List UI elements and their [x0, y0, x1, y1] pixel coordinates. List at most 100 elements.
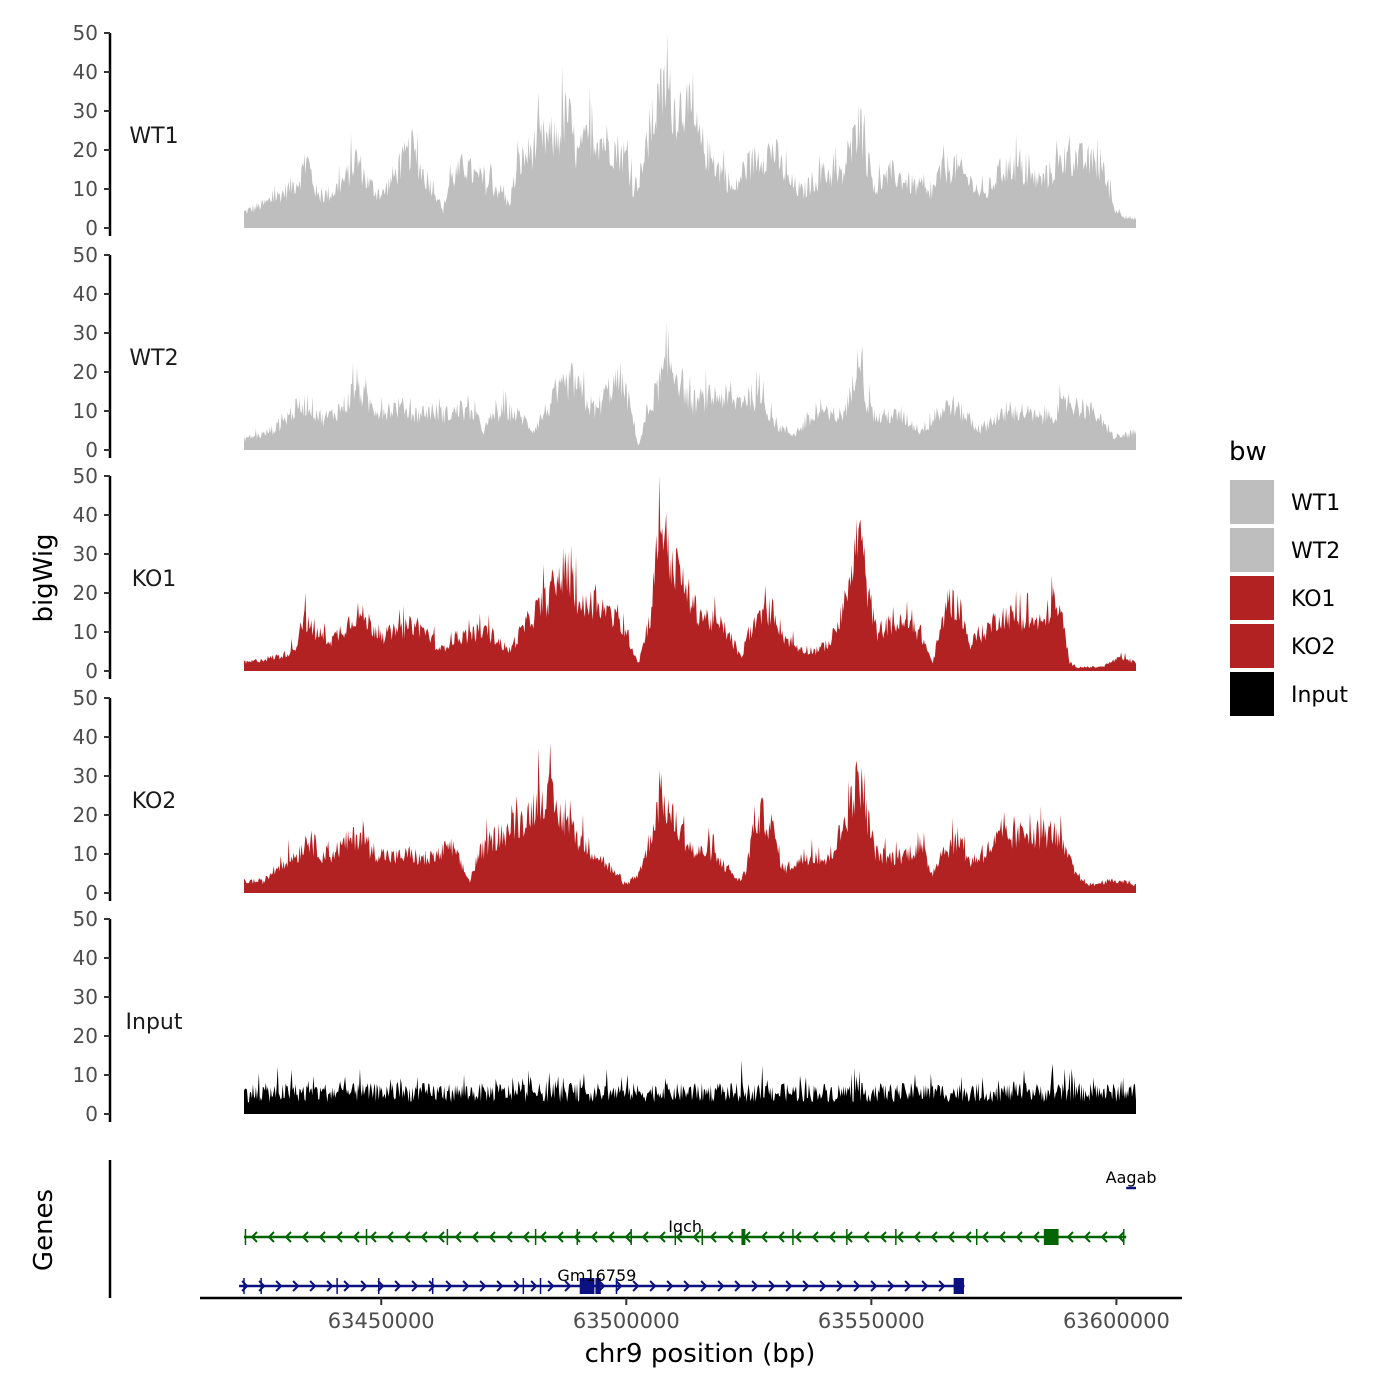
- legend-swatch: [1230, 672, 1274, 716]
- strand-arrow: [828, 1231, 836, 1243]
- y-tick-label: 30: [73, 321, 98, 345]
- legend-label: KO2: [1291, 635, 1336, 660]
- strand-arrow: [547, 1280, 555, 1292]
- strand-arrow: [590, 1231, 598, 1243]
- area-wt2: [244, 321, 1136, 450]
- strand-arrow: [734, 1280, 742, 1292]
- legend-title: bw: [1229, 437, 1267, 467]
- y-tick-label: 30: [73, 542, 98, 566]
- y-tick-label: 10: [73, 177, 98, 201]
- strand-arrow: [530, 1280, 538, 1292]
- y-tick-label: 30: [73, 764, 98, 788]
- strand-arrow: [462, 1280, 470, 1292]
- strand-arrow: [964, 1231, 972, 1243]
- track-label: WT1: [129, 124, 178, 149]
- x-tick-label: 63550000: [818, 1309, 925, 1333]
- strand-arrow: [386, 1231, 394, 1243]
- y-tick-label: 0: [85, 659, 98, 683]
- strand-arrow: [887, 1280, 895, 1292]
- track-label: Input: [126, 1010, 183, 1035]
- strand-arrow: [1083, 1231, 1091, 1243]
- y-tick-label: 10: [73, 620, 98, 644]
- x-axis: 63450000 63500000 63550000 63600000: [200, 1296, 1182, 1333]
- y-tick-label: 40: [73, 282, 98, 306]
- strand-arrow: [819, 1280, 827, 1292]
- strand-arrow: [683, 1280, 691, 1292]
- strand-arrow: [369, 1231, 377, 1243]
- legend-swatch: [1230, 576, 1274, 620]
- y-tick-label: 10: [73, 399, 98, 423]
- strand-arrow: [726, 1231, 734, 1243]
- y-tick-label: 10: [73, 1063, 98, 1087]
- strand-arrow: [420, 1231, 428, 1243]
- gene-gm16759: Gm16759: [239, 1266, 965, 1294]
- strand-arrow: [811, 1231, 819, 1243]
- strand-arrow: [318, 1231, 326, 1243]
- strand-arrow: [879, 1231, 887, 1243]
- signal-tracks: 0 10 20 30 40 50 WT1 0 10 20 30 40 50 WT2 0 10 20 30 40 50 K…: [73, 21, 1136, 1126]
- track-input: 0 10 20 30 40 50 Input: [73, 907, 1136, 1126]
- strand-arrow: [853, 1280, 861, 1292]
- x-tick-label: 63600000: [1063, 1309, 1170, 1333]
- track-ko2: 0 10 20 30 40 50 KO2: [73, 686, 1136, 905]
- y-tick-label: 20: [73, 581, 98, 605]
- strand-arrow: [836, 1280, 844, 1292]
- strand-arrow: [870, 1280, 878, 1292]
- cds-block: [595, 1278, 601, 1294]
- cds-block: [1043, 1229, 1059, 1245]
- y-tick-label: 30: [73, 99, 98, 123]
- y-tick-label: 40: [73, 503, 98, 527]
- strand-arrow: [513, 1280, 521, 1292]
- strand-arrow: [437, 1231, 445, 1243]
- strand-arrow: [751, 1280, 759, 1292]
- gene-iqch: Iqch: [244, 1217, 1127, 1245]
- y-tick-label: 40: [73, 725, 98, 749]
- strand-arrow: [998, 1231, 1006, 1243]
- cds-block: [741, 1229, 746, 1245]
- legend-swatch: [1230, 480, 1274, 524]
- strand-arrow: [445, 1280, 453, 1292]
- track-label: WT2: [129, 346, 178, 371]
- strand-arrow: [862, 1231, 870, 1243]
- strand-arrow: [1015, 1231, 1023, 1243]
- y-axis-title: bigWig: [29, 533, 59, 622]
- strand-arrow: [607, 1231, 615, 1243]
- strand-arrow: [913, 1231, 921, 1243]
- y-tick-label: 10: [73, 842, 98, 866]
- strand-arrow: [777, 1231, 785, 1243]
- strand-arrow: [309, 1280, 317, 1292]
- strand-arrow: [573, 1231, 581, 1243]
- y-tick-label: 50: [73, 21, 98, 45]
- strand-arrow: [700, 1280, 708, 1292]
- strand-arrow: [649, 1280, 657, 1292]
- area-wt1: [244, 33, 1136, 228]
- strand-arrow: [267, 1231, 275, 1243]
- strand-arrow: [377, 1280, 385, 1292]
- strand-arrow: [556, 1231, 564, 1243]
- strand-arrow: [930, 1231, 938, 1243]
- strand-arrow: [335, 1231, 343, 1243]
- y-tick-label: 0: [85, 1102, 98, 1126]
- strand-arrow: [250, 1231, 258, 1243]
- track-wt2: 0 10 20 30 40 50 WT2: [73, 243, 1136, 462]
- strand-arrow: [709, 1231, 717, 1243]
- strand-arrow: [292, 1280, 300, 1292]
- area-input: [244, 1060, 1136, 1114]
- track-label: KO1: [132, 567, 177, 592]
- y-tick-label: 0: [85, 881, 98, 905]
- area-ko2: [244, 743, 1136, 893]
- strand-arrow: [794, 1231, 802, 1243]
- strand-arrow: [428, 1280, 436, 1292]
- y-tick-label: 20: [73, 1024, 98, 1048]
- legend-label: WT1: [1291, 491, 1340, 516]
- y-tick-label: 50: [73, 686, 98, 710]
- y-tick-label: 0: [85, 216, 98, 240]
- strand-arrow: [921, 1280, 929, 1292]
- strand-arrow: [496, 1280, 504, 1292]
- strand-arrow: [522, 1231, 530, 1243]
- y-tick-label: 0: [85, 438, 98, 462]
- gene-label: Aagab: [1106, 1168, 1157, 1187]
- strand-arrow: [539, 1231, 547, 1243]
- legend: bw WT1 WT2 KO1 KO2 Input: [1229, 437, 1348, 716]
- strand-arrow: [454, 1231, 462, 1243]
